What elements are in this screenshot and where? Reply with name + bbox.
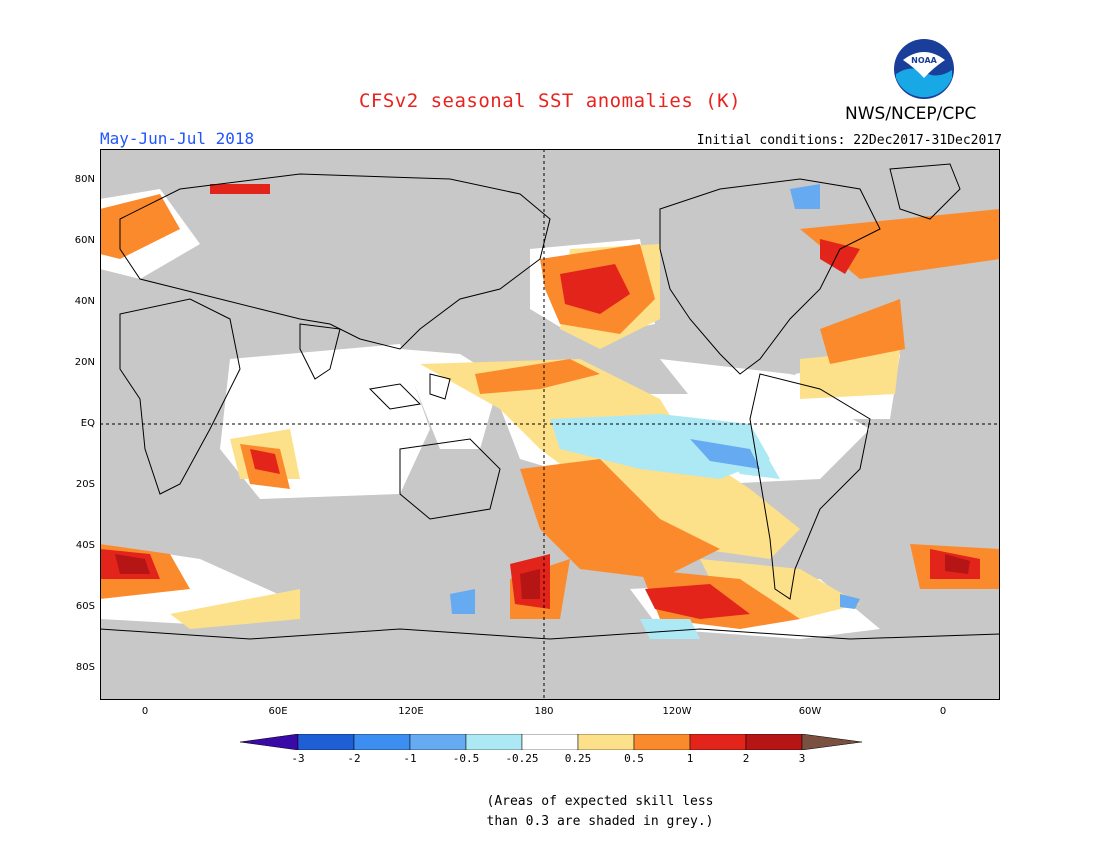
colorbar-label: -2 [347,752,361,765]
lat-label-80s: 80S [75,662,95,673]
lon-label-60w: 60W [798,706,822,717]
colorbar-bin [689,734,747,750]
lat-label-80n: 80N [74,174,95,185]
colorbar-bin [577,734,635,750]
logo-text: NOAA [911,56,937,65]
lat-label-40s: 40S [75,540,95,551]
coastlines [100,163,1000,640]
lon-label-180: 180 [534,706,554,717]
colorbar-label: 0.25 [564,752,592,765]
colorbar-arrow-right [801,734,862,750]
skill-note-line2: than 0.3 are shaded in grey.) [486,814,714,829]
lon-label-0-right: 0 [939,706,947,717]
colorbar [240,734,862,750]
colorbar-bin [409,734,467,750]
skill-note: (Areas of expected skill less than 0.3 a… [460,792,740,832]
lon-label-120e: 120E [398,706,424,717]
lon-label-120w: 120W [662,706,692,717]
map-title: CFSv2 seasonal SST anomalies (K) [358,90,742,112]
colorbar-bin [297,734,355,750]
anomaly-2-3 [115,554,970,599]
colorbar-bin [353,734,411,750]
colorbar-bin [465,734,523,750]
colorbar-bin [521,734,579,750]
colorbar-label: -3 [291,752,305,765]
initial-conditions: Initial conditions: 22Dec2017-31Dec2017 [696,133,1002,148]
colorbar-label: -0.25 [505,752,539,765]
colorbar-label: 3 [798,752,806,765]
noaa-logo: NOAA [894,39,954,99]
lat-label-60s: 60S [75,601,95,612]
sst-anomaly-map [100,149,1000,700]
colorbar-arrow-left [240,734,299,750]
colorbar-bin [745,734,803,750]
anomaly-neg0.5-neg1 [450,184,860,614]
lon-label-60e: 60E [268,706,288,717]
forecast-period: May-Jun-Jul 2018 [100,129,255,148]
lon-label-0-left: 0 [141,706,149,717]
lat-label-20s: 20S [75,479,95,490]
colorbar-label: -1 [403,752,417,765]
colorbar-label: -0.5 [452,752,480,765]
colorbar-label: 2 [742,752,750,765]
skill-note-line1: (Areas of expected skill less [486,794,714,809]
lat-label-20n: 20N [74,357,95,368]
colorbar-label: 1 [686,752,694,765]
lat-label-40n: 40N [74,296,95,307]
lat-label-60n: 60N [74,235,95,246]
lat-label-eq: EQ [80,418,95,429]
agency-label: NWS/NCEP/CPC [845,104,977,124]
colorbar-label: 0.5 [624,752,644,765]
colorbar-bin [633,734,691,750]
